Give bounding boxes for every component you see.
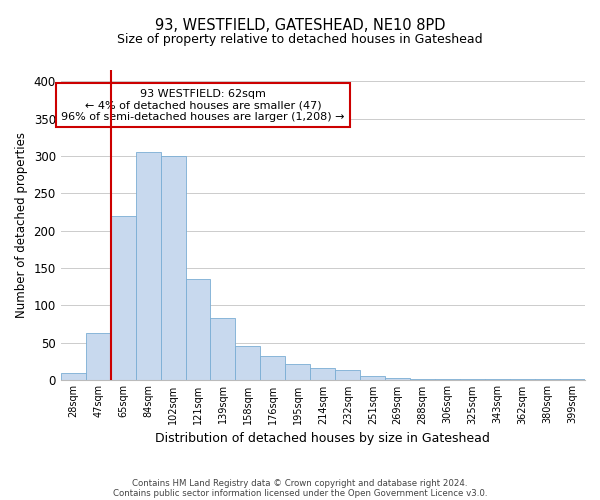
Bar (410, 378, 435, 380)
Bar (86, 333, 110, 380)
Bar (310, 368, 335, 380)
Bar (286, 364, 310, 380)
Bar (235, 346, 260, 380)
Bar (435, 378, 460, 380)
X-axis label: Distribution of detached houses by size in Gateshead: Distribution of detached houses by size … (155, 432, 490, 445)
Bar (211, 318, 235, 380)
Bar (335, 370, 360, 380)
Bar (385, 378, 410, 380)
Bar (61, 372, 86, 380)
Bar (185, 279, 211, 380)
Y-axis label: Number of detached properties: Number of detached properties (15, 132, 28, 318)
Bar (136, 152, 161, 380)
Bar (260, 356, 286, 380)
Bar (360, 376, 385, 380)
Text: Contains public sector information licensed under the Open Government Licence v3: Contains public sector information licen… (113, 488, 487, 498)
Bar (110, 216, 136, 380)
Bar (161, 156, 185, 380)
Text: Contains HM Land Registry data © Crown copyright and database right 2024.: Contains HM Land Registry data © Crown c… (132, 478, 468, 488)
Text: 93, WESTFIELD, GATESHEAD, NE10 8PD: 93, WESTFIELD, GATESHEAD, NE10 8PD (155, 18, 445, 32)
Text: 93 WESTFIELD: 62sqm
← 4% of detached houses are smaller (47)
96% of semi-detache: 93 WESTFIELD: 62sqm ← 4% of detached hou… (61, 88, 345, 122)
Text: Size of property relative to detached houses in Gateshead: Size of property relative to detached ho… (117, 32, 483, 46)
